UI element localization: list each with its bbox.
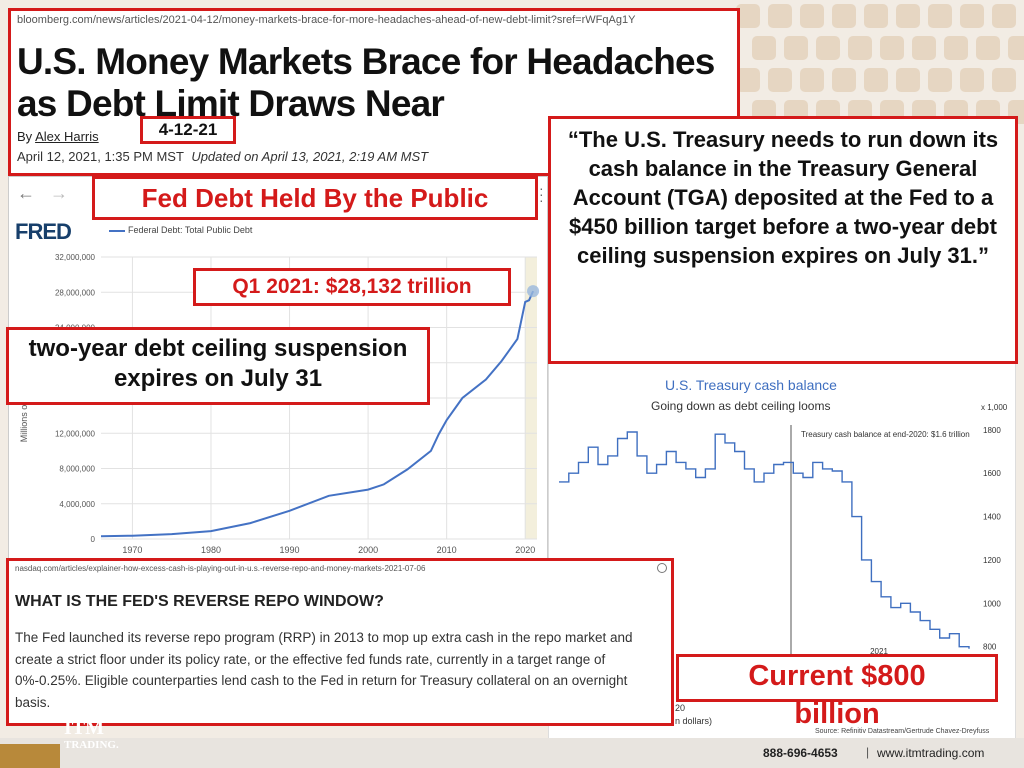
cash-balance-line [559, 431, 970, 649]
pattern-dot [864, 4, 888, 28]
pattern-dot [864, 68, 888, 92]
pattern-dot [768, 68, 792, 92]
treasury-title: U.S. Treasury cash balance [665, 377, 837, 393]
pattern-dot [832, 68, 856, 92]
menu-dots-icon[interactable]: · · · [539, 180, 544, 208]
article-url[interactable]: bloomberg.com/news/articles/2021-04-12/m… [17, 14, 636, 26]
y-tick-label: 8,000,000 [59, 465, 95, 474]
pattern-dot [768, 4, 792, 28]
y-tick-label: 800 [983, 643, 997, 652]
fred-logo: FRED [15, 219, 72, 244]
pattern-dot [832, 4, 856, 28]
pattern-dot [992, 68, 1016, 92]
pattern-dot [816, 36, 840, 60]
pattern-dot [800, 4, 824, 28]
pattern-dot [736, 4, 760, 28]
pattern-dot [784, 36, 808, 60]
pattern-dot [928, 4, 952, 28]
y-tick-label: 28,000,000 [55, 288, 96, 297]
pattern-dot [1008, 36, 1024, 60]
pattern-dot [976, 36, 1000, 60]
footer-website[interactable]: www.itmtrading.com [877, 746, 985, 760]
pattern-dot [944, 36, 968, 60]
nasdaq-heading: WHAT IS THE FED'S REVERSE REPO WINDOW? [15, 593, 384, 610]
treasury-quote: “The U.S. Treasury needs to run down its… [548, 116, 1018, 364]
y-tick-label: 1200 [983, 556, 1001, 565]
y-tick-label: 4,000,000 [59, 500, 95, 509]
pattern-dot [800, 68, 824, 92]
y-tick-label: 1800 [983, 426, 1001, 435]
itm-logo-text: ITM [64, 717, 104, 739]
pattern-dot [992, 4, 1016, 28]
footer-separator: | [866, 745, 870, 759]
pattern-dot [752, 36, 776, 60]
y-tick-label: 1000 [983, 599, 1001, 608]
logo-stripe [0, 744, 60, 768]
treasury-xlabel-partial: 20 [675, 703, 686, 713]
footer-phone[interactable]: 888-696-4653 [763, 746, 838, 760]
treasury-cash-chart: 2021 800 1000 1200 1400 1600 1800 [559, 425, 1001, 659]
x-tick-label: 2021 [870, 647, 888, 656]
treasury-unit: x 1,000 [981, 403, 1008, 412]
forward-arrow-icon[interactable]: → [50, 183, 69, 203]
article-date: April 12, 2021, 1:35 PM MST Updated on A… [17, 149, 428, 164]
byline-prefix: By [17, 129, 33, 144]
y-tick-label: 1400 [983, 513, 1001, 522]
y-axis-label: Millions of Dollars [19, 371, 29, 442]
y-tick-label: 1600 [983, 469, 1001, 478]
y-tick-label: 12,000,000 [55, 429, 96, 438]
legend-line [109, 229, 125, 232]
treasury-unit-label: n dollars) [675, 716, 713, 726]
fed-debt-label: Fed Debt Held By the Public [92, 176, 538, 220]
pattern-dot [880, 36, 904, 60]
footer-bar: 888-696-4653 | www.itmtrading.com [0, 738, 1024, 768]
suspension-label: two-year debt ceiling suspension expires… [6, 327, 430, 405]
pattern-dot [960, 68, 984, 92]
updated-date: Updated on April 13, 2021, 2:19 AM MST [191, 149, 429, 164]
x-tick-label: 1990 [280, 545, 300, 555]
x-tick-label: 2020 [515, 545, 535, 555]
y-tick-label: 32,000,000 [55, 253, 96, 262]
y-tick-label: 0 [91, 535, 96, 544]
background-pattern [736, 0, 1024, 130]
itm-logo: ITM TRADING. [64, 718, 119, 752]
date-badge: 4-12-21 [140, 116, 236, 144]
x-tick-label: 1980 [201, 545, 221, 555]
treasury-annotation: Treasury cash balance at end-2020: $1.6 … [801, 430, 970, 439]
treasury-source: Source: Refinitiv Datastream/Gertrude Ch… [815, 728, 990, 735]
back-arrow-icon[interactable]: ← [17, 183, 35, 203]
nasdaq-body: The Fed launched its reverse repo progra… [15, 630, 633, 710]
treasury-subtitle: Going down as debt ceiling looms [651, 399, 831, 413]
article-title-line1: U.S. Money Markets Brace for Headaches [17, 41, 715, 82]
pattern-dot [736, 68, 760, 92]
current-800-label: Current $800 billion [676, 654, 998, 730]
latest-point-marker [527, 285, 540, 298]
pattern-dot [896, 4, 920, 28]
itm-logo-subtext: TRADING. [64, 739, 119, 751]
nasdaq-url[interactable]: nasdaq.com/articles/explainer-how-excess… [15, 564, 426, 573]
debt-series-line [100, 290, 535, 538]
pattern-dot [848, 36, 872, 60]
pattern-dot [960, 4, 984, 28]
x-tick-label: 2010 [437, 545, 457, 555]
pattern-dot [912, 36, 936, 60]
q1-2021-label: Q1 2021: $28,132 trillion [193, 268, 511, 306]
pattern-dot [896, 68, 920, 92]
info-icon[interactable] [657, 563, 667, 573]
author-link[interactable]: Alex Harris [35, 129, 99, 144]
nasdaq-article: nasdaq.com/articles/explainer-how-excess… [6, 558, 674, 726]
pattern-dot [928, 68, 952, 92]
x-tick-label: 1970 [122, 545, 142, 555]
browser-nav: ← → [17, 183, 68, 204]
x-tick-label: 2000 [358, 545, 378, 555]
publish-date: April 12, 2021, 1:35 PM MST [17, 149, 184, 164]
fred-legend: Federal Debt: Total Public Debt [109, 225, 252, 235]
